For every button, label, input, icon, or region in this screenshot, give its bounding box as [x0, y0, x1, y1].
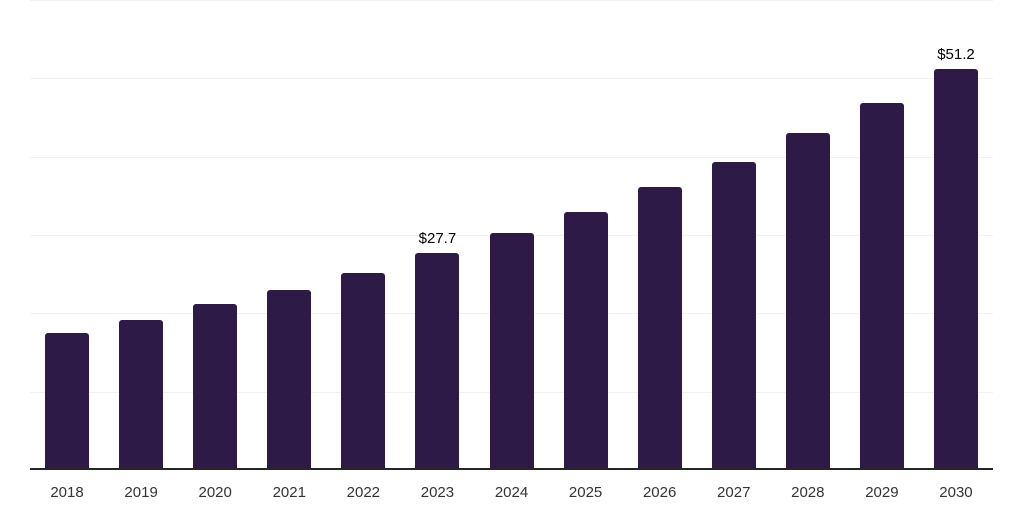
bar-slot	[845, 0, 919, 470]
bar-slot: $27.7	[400, 0, 474, 470]
x-tick-label: 2028	[791, 484, 825, 501]
bar-2020	[193, 303, 238, 470]
bar-slot: $51.2	[919, 0, 993, 470]
bar-2021	[267, 289, 312, 470]
x-tick-label: 2027	[717, 484, 751, 501]
bar-2022	[341, 272, 386, 470]
x-tick-label: 2025	[568, 484, 603, 501]
x-tick-label: 2020	[198, 484, 232, 501]
x-axis-labels: 2018 2019 2020 2021 2022 2023 2024 2025 2026 2027…	[30, 484, 993, 502]
bar-slot	[474, 0, 548, 470]
gridline	[30, 0, 993, 1]
bar-slot	[30, 0, 104, 470]
bar-slot	[104, 0, 178, 470]
x-tick-label: 2021	[272, 484, 306, 501]
x-tick-label: 2029	[865, 484, 899, 501]
plot-area: $27.7 $51.2	[30, 0, 993, 470]
bar-slot	[326, 0, 400, 470]
bar-slot	[252, 0, 326, 470]
bar-2029	[859, 102, 904, 470]
bar-2024	[489, 233, 534, 470]
bar-2026	[637, 187, 682, 470]
bar-slot	[178, 0, 252, 470]
bar-2019	[119, 320, 164, 470]
bar-series: $27.7 $51.2	[30, 0, 993, 470]
bar-2023	[415, 253, 460, 470]
x-tick-label: 2022	[346, 484, 381, 501]
x-tick-label: 2018	[50, 484, 84, 501]
bar-slot	[549, 0, 623, 470]
x-tick-label: 2030	[939, 484, 973, 501]
gridline	[30, 156, 993, 158]
x-axis-line	[30, 468, 993, 470]
bar-2028	[785, 133, 830, 470]
bar-value-label: $51.2	[937, 45, 975, 63]
x-tick-label: 2019	[124, 484, 158, 501]
x-tick-label: 2023	[420, 484, 455, 501]
bar-value-label: $27.7	[418, 230, 457, 248]
bar-2018	[45, 332, 90, 470]
bar-2030	[933, 68, 978, 470]
x-tick-label: 2026	[642, 484, 677, 501]
bar-slot	[697, 0, 771, 470]
bar-slot	[623, 0, 697, 470]
bar-slot	[771, 0, 845, 470]
bar-2025	[563, 211, 608, 470]
gridline	[30, 78, 993, 80]
bar-2027	[711, 162, 756, 470]
x-tick-label: 2024	[494, 484, 529, 501]
